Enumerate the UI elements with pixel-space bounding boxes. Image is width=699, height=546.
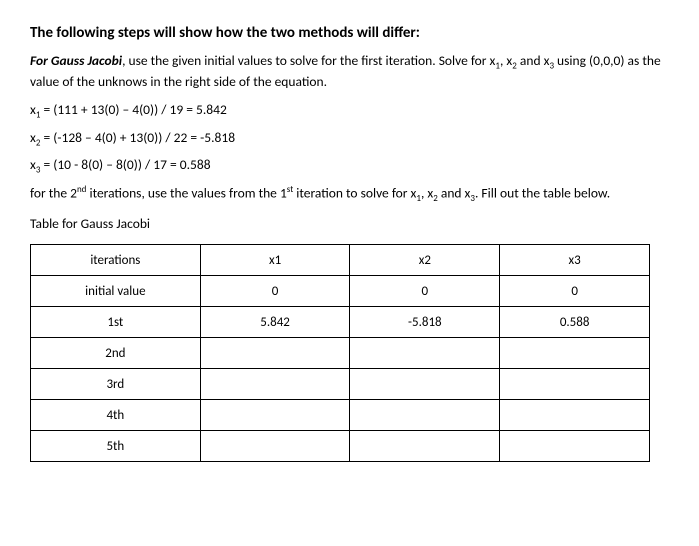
row-label: 3rd (31, 369, 201, 400)
header-x3: x3 (500, 245, 650, 276)
cell-x2 (350, 431, 500, 462)
header-x1: x1 (200, 245, 350, 276)
eq1-body: = (111 + 13(0) – 4(0)) / 19 = 5.842 (40, 101, 226, 118)
cell-x1 (200, 369, 350, 400)
header-iterations: iterations (31, 245, 201, 276)
note-sup1: nd (77, 184, 86, 195)
intro-rest: , use the given initial values to solve … (122, 52, 495, 69)
cell-x1: 0 (200, 276, 350, 307)
cell-x3: 0.588 (500, 307, 650, 338)
table-row: initial value 0 0 0 (31, 276, 650, 307)
cell-x3 (500, 369, 650, 400)
table-row: 4th (31, 400, 650, 431)
cell-x3: 0 (500, 276, 650, 307)
table-row: 1st 5.842 -5.818 0.588 (31, 307, 650, 338)
row-label: 5th (31, 431, 201, 462)
cell-x1 (200, 431, 350, 462)
equation-1: x1 = (111 + 13(0) – 4(0)) / 19 = 5.842 (30, 101, 669, 121)
cell-x2 (350, 369, 500, 400)
table-title: Table for Gauss Jacobi (30, 215, 669, 232)
eq2-body: = (-128 – 4(0) + 13(0)) / 22 = -5.818 (40, 129, 235, 146)
intro-lead: For Gauss Jacobi (30, 52, 122, 69)
and-x: and x (517, 52, 550, 69)
row-label: 4th (31, 400, 201, 431)
eq3-body: = (10 - 8(0) – 8(0)) / 17 = 0.588 (40, 156, 210, 173)
row-label: initial value (31, 276, 201, 307)
note-mid: iterations, use the values from the 1 (86, 185, 286, 202)
note-pre: for the 2 (30, 185, 77, 202)
cell-x2: -5.818 (350, 307, 500, 338)
cell-x2 (350, 338, 500, 369)
cell-x1 (200, 338, 350, 369)
table-row: 3rd (31, 369, 650, 400)
cell-x1: 5.842 (200, 307, 350, 338)
intro-paragraph: For Gauss Jacobi, use the given initial … (30, 52, 669, 91)
iteration-note: for the 2nd iterations, use the values f… (30, 184, 669, 205)
note-cx1: , x (421, 185, 433, 202)
table-row: 2nd (31, 338, 650, 369)
equation-3: x3 = (10 - 8(0) – 8(0)) / 17 = 0.588 (30, 156, 669, 176)
table-header-row: iterations x1 x2 x3 (31, 245, 650, 276)
note-and: and x (438, 185, 471, 202)
equation-2: x2 = (-128 – 4(0) + 13(0)) / 22 = -5.818 (30, 129, 669, 149)
cell-x3 (500, 338, 650, 369)
cell-x2 (350, 400, 500, 431)
note-post: iteration to solve for x (293, 185, 416, 202)
cell-x3 (500, 431, 650, 462)
header-x2: x2 (350, 245, 500, 276)
cell-x1 (200, 400, 350, 431)
cell-x2: 0 (350, 276, 500, 307)
comma-x-1: , x (500, 52, 512, 69)
cell-x3 (500, 400, 650, 431)
table-row: 5th (31, 431, 650, 462)
row-label: 1st (31, 307, 201, 338)
row-label: 2nd (31, 338, 201, 369)
jacobi-table: iterations x1 x2 x3 initial value 0 0 0 … (30, 244, 650, 462)
note-end: . Fill out the table below. (475, 185, 610, 202)
page-heading: The following steps will show how the tw… (30, 24, 669, 42)
